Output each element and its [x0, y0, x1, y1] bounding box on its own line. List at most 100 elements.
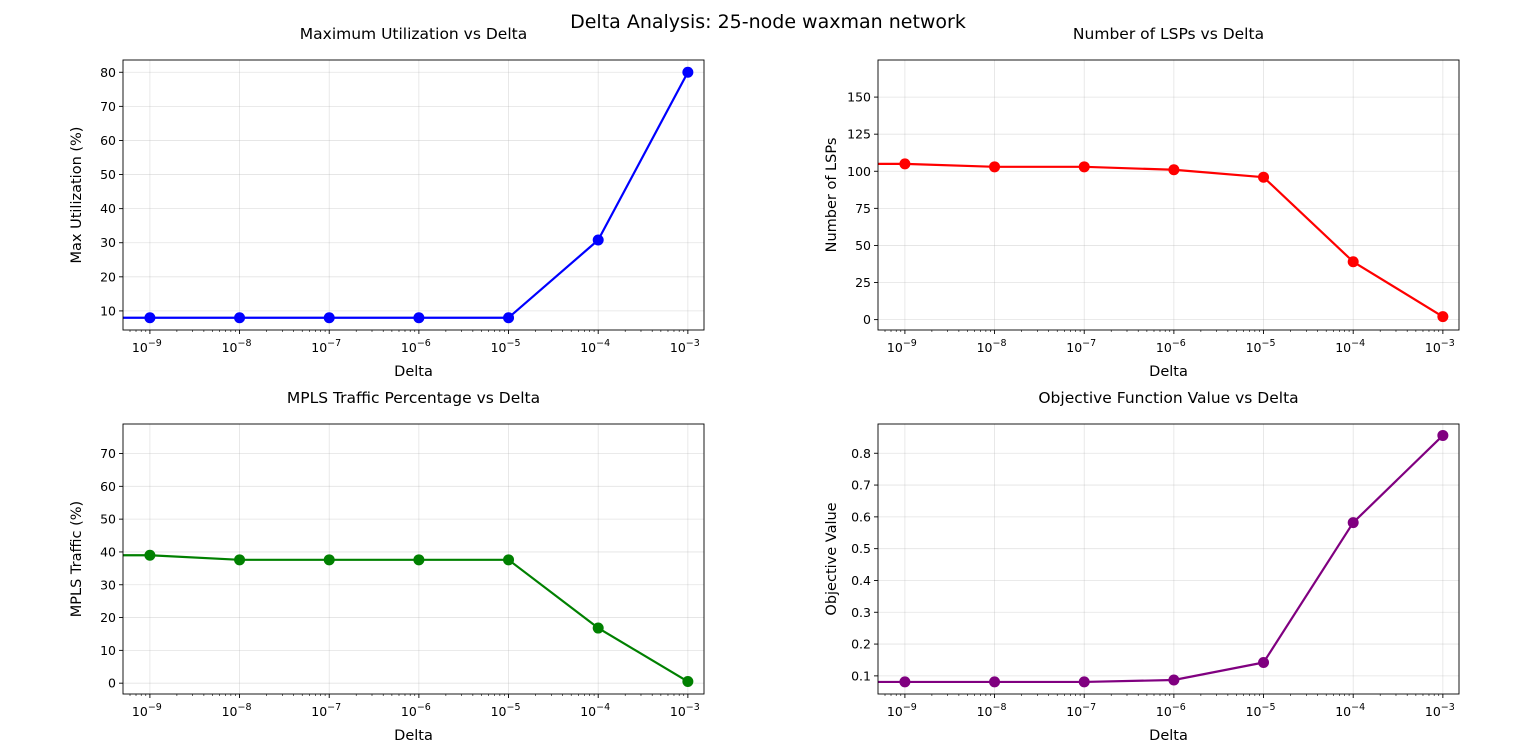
- data-point: [503, 554, 515, 566]
- y-tick-label: 0.2: [851, 637, 871, 652]
- data-point: [989, 676, 1001, 688]
- x-axis-label: Delta: [1149, 364, 1188, 380]
- data-point: [234, 554, 246, 566]
- x-tick-label: 10−4: [580, 702, 610, 719]
- data-point: [592, 234, 604, 246]
- x-tick-label: 10−3: [670, 702, 700, 719]
- chart-panel-1: 10−9 10−8 10−7 10−6 10−5 10−4 10−3 10 20 30 40 50 60…: [69, 25, 705, 380]
- y-axis-label: Objective Value: [824, 502, 840, 615]
- x-tick-label: 10−6: [1156, 702, 1186, 719]
- series-line: [878, 162, 1444, 318]
- series-line: [123, 554, 689, 683]
- axes-frame: [122, 423, 705, 695]
- y-tick-label: 20: [100, 610, 116, 625]
- y-tick-label: 60: [100, 133, 116, 148]
- y-tick-label: 40: [100, 201, 116, 216]
- x-tick-label: 10−5: [491, 702, 521, 719]
- x-tick-label: 10−3: [670, 338, 700, 355]
- axes-frame: [877, 423, 1460, 695]
- x-axis-label: Delta: [394, 728, 433, 744]
- x-tick-label: 10−7: [311, 702, 341, 719]
- data-point: [144, 549, 156, 561]
- series-line: [878, 434, 1444, 684]
- data-point: [1437, 311, 1449, 323]
- data-point: [1437, 429, 1449, 441]
- y-tick-label: 40: [100, 544, 116, 559]
- x-tick-label: 10−3: [1425, 338, 1455, 355]
- x-tick-label: 10−4: [580, 338, 610, 355]
- data-point: [1258, 171, 1270, 183]
- y-tick-label: 10: [100, 643, 116, 658]
- data-point: [1078, 676, 1090, 688]
- y-tick-label: 125: [847, 127, 871, 142]
- x-tick-label: 10−5: [491, 338, 521, 355]
- y-tick-label: 0.1: [851, 668, 871, 683]
- data-point: [413, 554, 425, 566]
- x-tick-label: 10−8: [977, 338, 1007, 355]
- y-tick-label: 20: [100, 269, 116, 284]
- x-tick-label: 10−3: [1425, 702, 1455, 719]
- y-tick-label: 60: [100, 479, 116, 494]
- x-tick-label: 10−6: [401, 702, 431, 719]
- x-tick-label: 10−4: [1335, 338, 1365, 355]
- data-point: [682, 66, 694, 78]
- data-point: [1168, 674, 1180, 686]
- chart-title: Maximum Utilization vs Delta: [300, 25, 527, 43]
- x-tick-label: 10−7: [311, 338, 341, 355]
- y-tick-label: 0.3: [851, 605, 871, 620]
- x-tick-label: 10−9: [887, 338, 917, 355]
- y-tick-label: 30: [100, 577, 116, 592]
- data-point: [682, 676, 694, 688]
- axes-frame: [122, 59, 705, 331]
- x-tick-label: 10−6: [1156, 338, 1186, 355]
- data-point: [1078, 161, 1090, 173]
- chart-panel-4: 10−9 10−8 10−7 10−6 10−5 10−4 10−3 0.1 0.2 0.3 0.4…: [824, 389, 1460, 744]
- chart-title: MPLS Traffic Percentage vs Delta: [287, 389, 540, 407]
- y-tick-label: 50: [855, 238, 871, 253]
- y-axis-label: MPLS Traffic (%): [69, 501, 85, 617]
- x-tick-label: 10−6: [401, 338, 431, 355]
- x-tick-label: 10−5: [1246, 338, 1276, 355]
- x-tick-label: 10−9: [132, 702, 162, 719]
- x-tick-label: 10−8: [222, 702, 252, 719]
- data-point: [1347, 256, 1359, 268]
- chart-panel-3: 10−9 10−8 10−7 10−6 10−5 10−4 10−3 0 10 20 30 40 50 6…: [69, 389, 705, 744]
- y-tick-label: 0.6: [851, 509, 871, 524]
- y-tick-label: 0: [108, 676, 116, 691]
- data-point: [899, 676, 911, 688]
- x-tick-label: 10−7: [1066, 338, 1096, 355]
- y-tick-label: 70: [100, 446, 116, 461]
- data-point: [592, 622, 604, 634]
- x-tick-label: 10−5: [1246, 702, 1276, 719]
- y-tick-label: 30: [100, 235, 116, 250]
- chart-panel-2: 10−9 10−8 10−7 10−6 10−5 10−4 10−3 0 25 50 75 100 12…: [824, 25, 1460, 380]
- data-point: [323, 312, 335, 324]
- x-tick-label: 10−9: [132, 338, 162, 355]
- x-axis-label: Delta: [1149, 728, 1188, 744]
- y-tick-label: 0.4: [851, 573, 871, 588]
- y-tick-label: 10: [100, 303, 116, 318]
- data-point: [1258, 657, 1270, 669]
- data-point: [234, 312, 246, 324]
- data-point: [1347, 517, 1359, 529]
- data-point: [323, 554, 335, 566]
- y-tick-label: 100: [847, 164, 871, 179]
- data-point: [144, 312, 156, 324]
- chart-title: Number of LSPs vs Delta: [1073, 25, 1264, 43]
- x-tick-label: 10−7: [1066, 702, 1096, 719]
- data-point: [989, 161, 1001, 173]
- y-tick-label: 80: [100, 65, 116, 80]
- y-tick-label: 0.7: [851, 478, 871, 493]
- y-tick-label: 50: [100, 512, 116, 527]
- data-point: [503, 312, 515, 324]
- data-point: [899, 158, 911, 170]
- x-axis-label: Delta: [394, 364, 433, 380]
- y-tick-label: 0.5: [851, 541, 871, 556]
- series-line: [123, 71, 689, 319]
- figure-suptitle: Delta Analysis: 25-node waxman network: [570, 11, 966, 33]
- y-axis-label: Number of LSPs: [824, 138, 840, 253]
- y-axis-label: Max Utilization (%): [69, 127, 85, 264]
- y-tick-label: 25: [855, 275, 871, 290]
- x-tick-label: 10−9: [887, 702, 917, 719]
